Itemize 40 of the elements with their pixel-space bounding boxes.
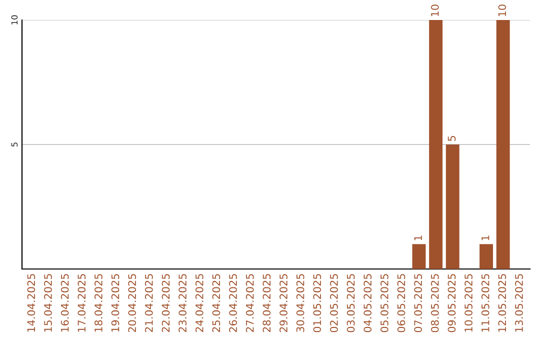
x-tick-label: 15.04.2025 xyxy=(44,274,52,332)
x-tick-label: 11.05.2025 xyxy=(481,274,490,332)
bar xyxy=(496,20,510,269)
x-tick-label: 24.04.2025 xyxy=(195,274,204,332)
x-tick-label: 28.04.2025 xyxy=(262,274,271,332)
data-label: 5 xyxy=(448,136,456,141)
x-tick-label: 12.05.2025 xyxy=(498,274,506,332)
bar xyxy=(446,144,460,269)
x-tick-label: 07.05.2025 xyxy=(414,274,422,332)
x-tick-label: 18.04.2025 xyxy=(94,274,102,332)
x-tick-label: 27.04.2025 xyxy=(246,274,254,332)
data-label: 10 xyxy=(498,4,506,16)
x-tick-label: 10.05.2025 xyxy=(464,274,472,332)
x-tick-label: 03.05.2025 xyxy=(346,274,355,332)
x-tick-label: 21.04.2025 xyxy=(144,274,153,332)
x-tick-label: 30.04.2025 xyxy=(296,274,304,332)
x-tick-label: 17.04.2025 xyxy=(78,274,86,332)
x-tick-label: 23.04.2025 xyxy=(178,274,187,332)
x-tick-label: 08.05.2025 xyxy=(430,274,439,332)
x-tick-label: 29.04.2025 xyxy=(280,274,288,332)
x-tick-label: 19.04.2025 xyxy=(111,274,120,332)
data-label: 10 xyxy=(430,4,439,16)
x-tick-label: 13.05.2025 xyxy=(515,274,523,332)
bar xyxy=(480,244,493,269)
x-tick-label: 22.04.2025 xyxy=(162,274,170,332)
x-tick-label: 25.04.2025 xyxy=(212,274,220,332)
x-tick-label: 16.04.2025 xyxy=(60,274,69,332)
data-label: 1 xyxy=(414,236,422,240)
x-tick-label: 06.05.2025 xyxy=(397,274,406,332)
x-tick-label: 02.05.2025 xyxy=(330,274,338,332)
bar xyxy=(412,244,426,269)
x-tick-label: 26.04.2025 xyxy=(229,274,237,332)
x-tick-label: 20.04.2025 xyxy=(128,274,136,332)
x-tick-label: 01.05.2025 xyxy=(313,274,322,332)
data-label: 1 xyxy=(482,236,490,240)
x-tick-label: 05.05.2025 xyxy=(380,274,388,332)
x-tick-label: 04.05.2025 xyxy=(364,274,372,332)
x-tick-label: 09.05.2025 xyxy=(448,274,456,332)
bar xyxy=(429,20,443,269)
x-tick-label: 14.04.2025 xyxy=(27,274,36,332)
